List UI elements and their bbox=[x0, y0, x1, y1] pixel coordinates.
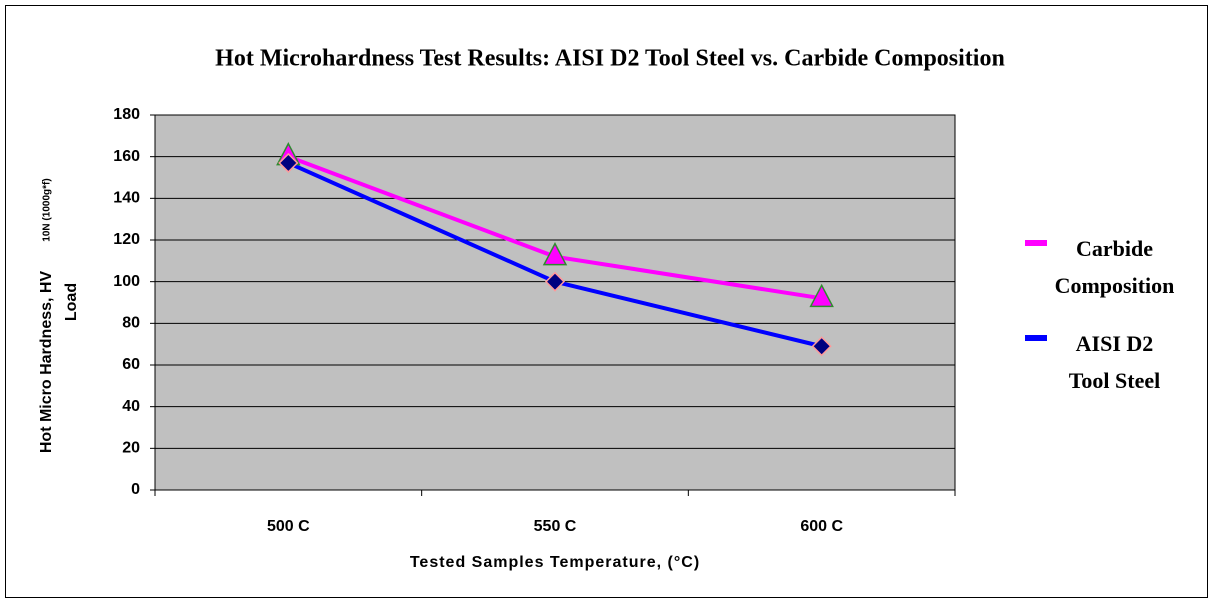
y-tick-label: 120 bbox=[113, 231, 140, 248]
y-tick-label: 0 bbox=[131, 481, 140, 498]
legend-item: Carbide Composition bbox=[1025, 230, 1176, 304]
x-axis-label: Tested Samples Temperature, (°C) bbox=[410, 554, 700, 571]
marker bbox=[809, 283, 834, 308]
x-tick-label: 550 C bbox=[534, 518, 577, 535]
legend-item: AISI D2 Tool Steel bbox=[1025, 325, 1176, 399]
legend-label: AISI D2 Tool Steel bbox=[1068, 331, 1161, 393]
y-label-subscript: 10N (1000g*f) bbox=[42, 178, 53, 241]
y-tick-label: 100 bbox=[113, 273, 140, 290]
marker bbox=[811, 336, 832, 357]
y-tick-label: 140 bbox=[113, 190, 140, 207]
y-axis-label: Hot Micro Hardness, HV 10N (1000g*f) Loa… bbox=[38, 178, 80, 453]
y-tick-label: 60 bbox=[122, 356, 140, 373]
y-tick-label: 80 bbox=[122, 315, 140, 332]
x-tick-label: 500 C bbox=[267, 518, 310, 535]
y-tick-label: 160 bbox=[113, 148, 140, 165]
y-label-second-line: Load bbox=[63, 283, 80, 321]
legend-label: Carbide Composition bbox=[1054, 236, 1175, 298]
x-tick-label: 600 C bbox=[800, 518, 843, 535]
y-tick-label: 40 bbox=[122, 398, 140, 415]
marker bbox=[544, 271, 566, 292]
y-label-main: Hot Micro Hardness, HV bbox=[38, 271, 55, 454]
y-tick-label: 20 bbox=[122, 440, 140, 457]
chart-title: Hot Microhardness Test Results: AISI D2 … bbox=[215, 46, 1005, 72]
marker bbox=[542, 242, 568, 266]
marker bbox=[278, 152, 299, 173]
legend-swatch bbox=[1025, 240, 1047, 246]
plot-area bbox=[154, 114, 956, 491]
y-tick-label: 180 bbox=[113, 106, 140, 123]
legend-swatch bbox=[1025, 335, 1047, 341]
